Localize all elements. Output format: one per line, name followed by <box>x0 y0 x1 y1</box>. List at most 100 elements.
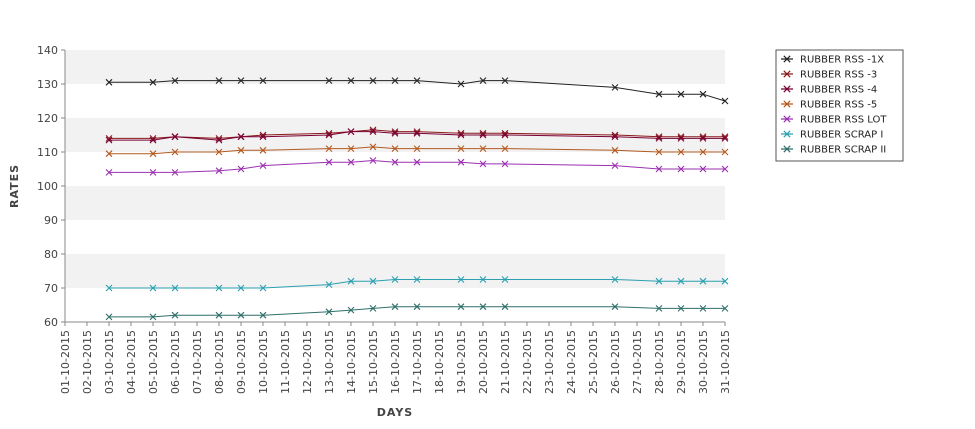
legend-label: RUBBER RSS LOT <box>800 115 887 126</box>
data-point <box>699 148 707 156</box>
x-tick-label: 21-10-2015 <box>499 330 512 394</box>
data-point <box>501 276 509 283</box>
x-tick-label: 29-10-2015 <box>675 330 688 394</box>
data-point <box>721 135 729 142</box>
y-tick-label: 120 <box>37 112 58 125</box>
data-point <box>215 148 223 156</box>
series-rubber-rss-4 <box>105 128 729 144</box>
x-tick-label: 18-10-2015 <box>433 330 446 394</box>
data-point <box>171 77 179 84</box>
data-point <box>171 133 179 141</box>
x-tick-label: 25-10-2015 <box>587 330 600 394</box>
legend-item: RUBBER RSS -1X <box>781 55 884 66</box>
data-point <box>369 277 377 285</box>
grid-band <box>65 152 725 186</box>
data-point <box>457 158 465 166</box>
legend-swatch <box>781 130 793 138</box>
data-point <box>369 128 377 135</box>
legend-label: RUBBER RSS -3 <box>800 70 877 81</box>
x-axis: 01-10-2015 02-10-2015 03-10-2015 04-10-2015… <box>59 322 732 394</box>
data-point <box>457 303 465 311</box>
x-tick-label: 26-10-2015 <box>609 330 622 394</box>
data-point <box>655 135 663 142</box>
y-axis-title: RATES <box>8 164 21 208</box>
y-axis: 60 70 80 90 100 110 120 130 140 <box>37 44 65 329</box>
data-point <box>413 158 421 166</box>
data-point <box>655 165 663 173</box>
data-point <box>237 311 245 319</box>
x-tick-label: 06-10-2015 <box>169 330 182 394</box>
x-tick-label: 09-10-2015 <box>235 330 248 394</box>
data-point <box>325 158 333 166</box>
data-point <box>721 277 729 285</box>
data-point <box>677 165 685 173</box>
data-point <box>721 148 729 156</box>
legend-swatch <box>781 55 793 63</box>
data-point <box>171 311 179 319</box>
x-tick-label: 19-10-2015 <box>455 330 468 394</box>
x-tick-label: 10-10-2015 <box>257 330 270 394</box>
x-tick-label: 04-10-2015 <box>125 330 138 394</box>
x-tick-label: 07-10-2015 <box>191 330 204 394</box>
data-point <box>325 281 333 288</box>
data-point <box>677 305 685 312</box>
legend-label: RUBBER RSS -4 <box>800 85 877 96</box>
data-point <box>611 146 619 154</box>
data-point <box>501 303 509 311</box>
x-tick-label: 30-10-2015 <box>697 330 710 394</box>
data-point <box>171 148 179 156</box>
data-point <box>699 305 707 312</box>
data-point <box>501 131 509 139</box>
data-point <box>457 145 465 152</box>
x-tick-label: 08-10-2015 <box>213 330 226 394</box>
series-rubber-scrap-i <box>105 276 729 292</box>
data-point <box>149 78 157 86</box>
data-point <box>105 136 113 144</box>
legend-label: RUBBER SCRAP II <box>800 145 886 156</box>
x-tick-label: 02-10-2015 <box>81 330 94 394</box>
data-point <box>501 160 509 168</box>
x-tick-label: 05-10-2015 <box>147 330 160 394</box>
series-rubber-rss-5 <box>105 143 729 158</box>
data-point <box>105 169 113 176</box>
data-point <box>413 77 421 84</box>
data-point <box>699 90 707 98</box>
x-axis-title: DAYS <box>377 406 413 419</box>
data-point <box>677 148 685 156</box>
data-point <box>259 77 267 84</box>
legend-box <box>775 49 904 162</box>
x-tick-label: 13-10-2015 <box>323 330 336 394</box>
data-point <box>369 143 377 151</box>
x-tick-label: 01-10-2015 <box>59 330 72 394</box>
y-tick-label: 60 <box>44 316 58 329</box>
data-point <box>391 77 399 84</box>
x-tick-label: 28-10-2015 <box>653 330 666 394</box>
data-point <box>655 148 663 156</box>
data-point <box>237 77 245 84</box>
legend-item: RUBBER SCRAP II <box>781 145 886 156</box>
legend-swatch <box>781 115 793 123</box>
data-point <box>237 284 245 292</box>
data-point <box>259 133 267 141</box>
data-point <box>391 276 399 283</box>
x-tick-label: 03-10-2015 <box>103 330 116 394</box>
grid-band <box>65 186 725 220</box>
legend-label: RUBBER SCRAP I <box>800 130 883 141</box>
data-point <box>479 131 487 139</box>
data-point <box>369 157 377 164</box>
data-point <box>699 135 707 142</box>
data-point <box>171 169 179 176</box>
legend-swatch <box>781 85 793 93</box>
y-tick-label: 140 <box>37 44 58 57</box>
data-point <box>215 284 223 292</box>
x-tick-label: 24-10-2015 <box>565 330 578 394</box>
data-point <box>105 284 113 292</box>
x-tick-label: 22-10-2015 <box>521 330 534 394</box>
data-point <box>259 284 267 292</box>
data-point <box>479 77 487 84</box>
data-point <box>259 311 267 319</box>
data-point <box>105 150 113 158</box>
data-point <box>237 165 245 173</box>
data-point <box>347 77 355 84</box>
